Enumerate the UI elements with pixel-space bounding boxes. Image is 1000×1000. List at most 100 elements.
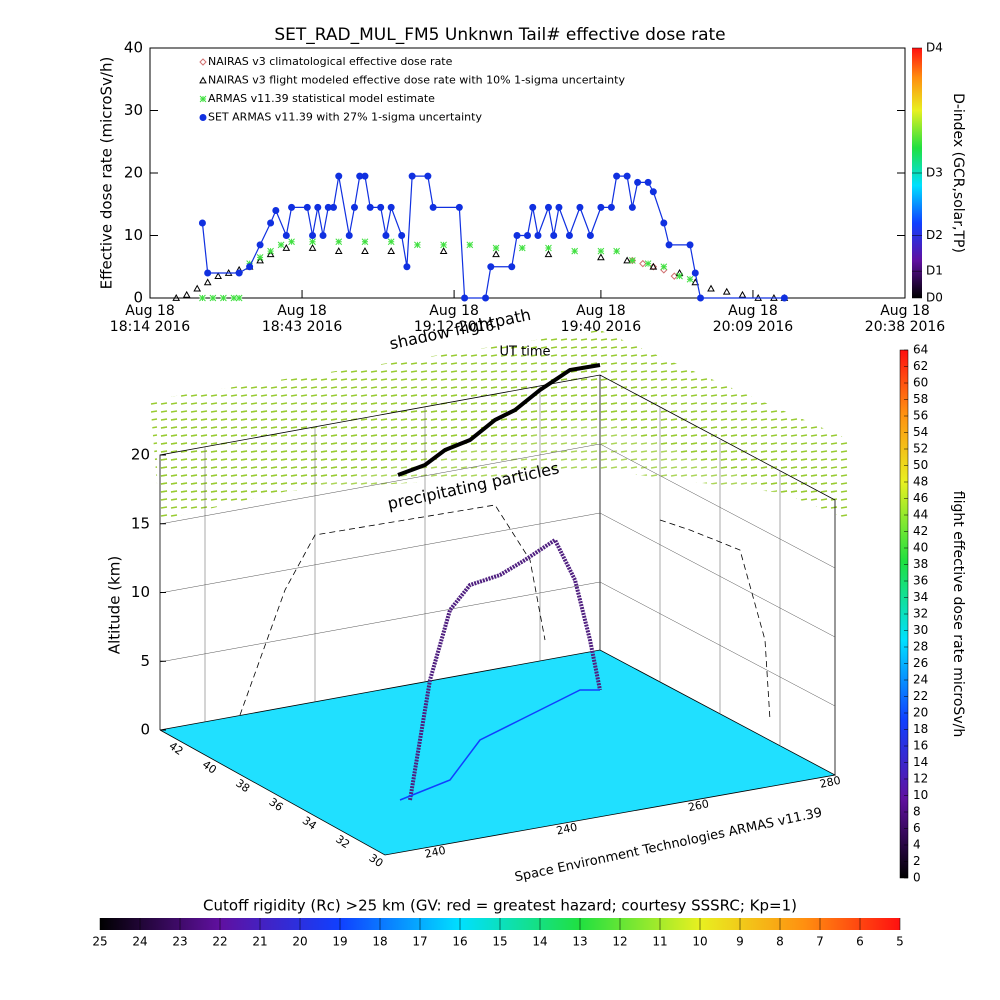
marker bbox=[377, 203, 385, 211]
rigidity-tick-label: 18 bbox=[372, 935, 387, 949]
marker bbox=[288, 203, 296, 211]
rigidity-tick-label: 15 bbox=[492, 935, 507, 949]
marker bbox=[738, 290, 747, 298]
marker bbox=[780, 294, 788, 302]
marker bbox=[649, 263, 658, 271]
flight-shadow bbox=[397, 363, 601, 477]
marker bbox=[424, 172, 432, 180]
x-tick-label: Aug 18 19:12 2016 bbox=[413, 303, 495, 335]
rigidity-tick-label: 11 bbox=[652, 935, 667, 949]
marker bbox=[461, 294, 469, 302]
rigidity-tick-label: 22 bbox=[212, 935, 227, 949]
marker bbox=[414, 241, 421, 249]
marker bbox=[649, 188, 657, 196]
z-tick-label: 20 bbox=[131, 446, 150, 464]
marker bbox=[555, 203, 563, 211]
marker bbox=[623, 256, 631, 264]
marker bbox=[629, 257, 636, 264]
marker bbox=[172, 293, 181, 301]
marker bbox=[644, 178, 652, 186]
dose-tick-label: 6 bbox=[913, 821, 921, 835]
dose-tick-label: 36 bbox=[913, 574, 928, 588]
marker bbox=[408, 172, 416, 180]
rigidity-tick-label: 10 bbox=[692, 935, 707, 949]
legend-label: ARMAS v11.39 statistical model estimate bbox=[208, 92, 435, 105]
dose-tick-label: 34 bbox=[913, 590, 928, 604]
marker bbox=[387, 247, 396, 255]
marker bbox=[455, 203, 463, 211]
box-edges bbox=[159, 374, 837, 856]
marker bbox=[686, 241, 694, 249]
marker bbox=[382, 232, 390, 239]
dose-tick-label: 22 bbox=[913, 689, 928, 703]
marker bbox=[534, 232, 542, 239]
dose-tick-label: 64 bbox=[913, 343, 928, 357]
marker bbox=[529, 203, 537, 211]
marker bbox=[230, 294, 238, 302]
marker bbox=[660, 263, 668, 271]
marker bbox=[513, 232, 521, 239]
marker bbox=[565, 232, 573, 239]
y-tick-label: 10 bbox=[124, 226, 143, 244]
z-tick-label: 0 bbox=[140, 721, 150, 739]
marker bbox=[361, 172, 369, 180]
marker bbox=[482, 294, 490, 302]
d-index-tick-label: D0 bbox=[926, 291, 943, 305]
marker bbox=[361, 247, 369, 255]
y-tick-label: 20 bbox=[124, 164, 143, 182]
marker bbox=[544, 203, 552, 211]
marker bbox=[193, 284, 202, 292]
marker bbox=[246, 263, 254, 271]
marker bbox=[350, 203, 358, 211]
marker bbox=[665, 241, 673, 249]
y-axis-label: Effective dose rate (microSv/h) bbox=[98, 57, 116, 290]
marker bbox=[314, 203, 322, 211]
marker bbox=[209, 294, 217, 302]
marker bbox=[613, 247, 620, 255]
legend-label: SET ARMAS v11.39 with 27% 1-sigma uncert… bbox=[208, 111, 482, 124]
dose-tick-label: 60 bbox=[913, 376, 928, 390]
marker bbox=[235, 269, 243, 277]
marker bbox=[634, 178, 642, 186]
rigidity-tick-label: 12 bbox=[612, 935, 627, 949]
rigidity-tick-label: 14 bbox=[532, 935, 547, 949]
lon-tick-label: 280 bbox=[819, 774, 842, 791]
marker bbox=[256, 241, 264, 249]
dose-tick-label: 16 bbox=[913, 739, 928, 753]
marker bbox=[387, 203, 395, 211]
rigidity-tick-label: 16 bbox=[452, 935, 467, 949]
dose-tick-label: 10 bbox=[913, 788, 928, 802]
x-tick-label: Aug 18 20:38 2016 bbox=[864, 303, 946, 335]
marker bbox=[429, 203, 437, 211]
x-tick-label: Aug 18 19:40 2016 bbox=[560, 303, 642, 335]
marker bbox=[639, 259, 647, 268]
marker bbox=[308, 243, 317, 251]
rigidity-tick-label: 24 bbox=[132, 935, 147, 949]
marker bbox=[607, 203, 615, 211]
marker bbox=[303, 203, 311, 211]
lon-tick-label: 240 bbox=[555, 820, 578, 837]
dose-tick-label: 28 bbox=[913, 640, 928, 654]
marker bbox=[613, 172, 621, 180]
marker bbox=[586, 232, 594, 239]
dose-tick-label: 46 bbox=[913, 491, 928, 505]
marker bbox=[545, 244, 552, 252]
rigidity-tick-label: 8 bbox=[776, 935, 784, 949]
y-tick-label: 0 bbox=[133, 289, 143, 307]
z-axis-label: Altitude (km) bbox=[106, 556, 124, 654]
dose-tick-label: 38 bbox=[913, 557, 928, 571]
dose-tick-label: 56 bbox=[913, 409, 928, 423]
marker bbox=[691, 269, 699, 277]
marker bbox=[492, 244, 500, 252]
marker bbox=[508, 263, 516, 271]
y-tick-label: 40 bbox=[124, 39, 143, 57]
marker bbox=[267, 219, 275, 227]
marker bbox=[204, 269, 212, 277]
d-index-tick-label: D4 bbox=[926, 41, 943, 55]
d-index-tick-label: D2 bbox=[926, 228, 943, 242]
rigidity-bar-label: Cutoff rigidity (Rc) >25 km (GV: red = g… bbox=[203, 897, 797, 915]
rigidity-tick-label: 6 bbox=[856, 935, 864, 949]
rigidity-tick-label: 20 bbox=[292, 935, 307, 949]
marker bbox=[676, 272, 683, 280]
